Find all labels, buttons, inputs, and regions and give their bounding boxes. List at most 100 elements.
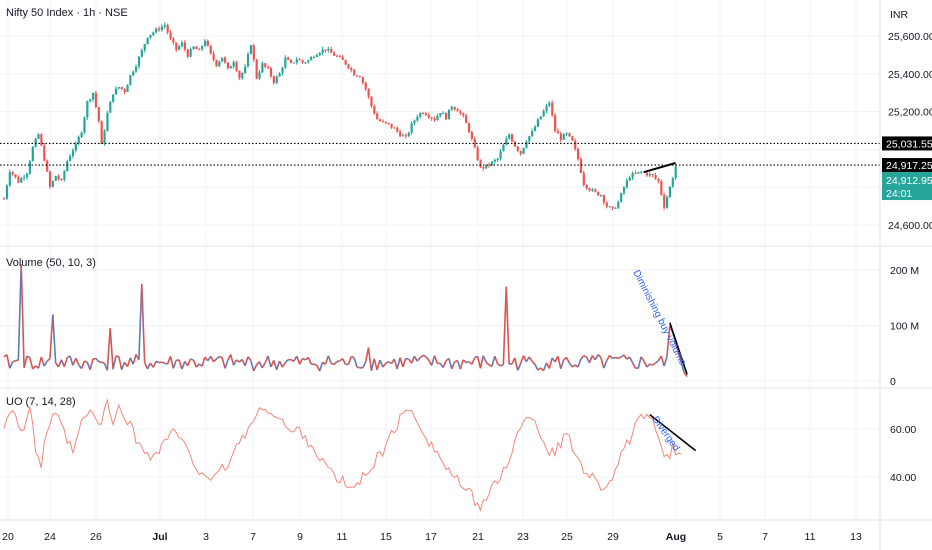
volume-line-segment: [583, 354, 587, 358]
candle-body: [479, 160, 482, 168]
volume-line-segment: [273, 360, 278, 370]
candle-body: [358, 76, 362, 78]
volume-line-segment: [98, 360, 102, 364]
volume-line-segment: [597, 353, 602, 359]
candle-body: [338, 56, 341, 58]
volume-line-segment: [528, 356, 533, 362]
candle-body: [594, 189, 597, 192]
volume-trendline[interactable]: [669, 322, 688, 375]
candle-body: [416, 116, 419, 121]
candle-body: [459, 111, 462, 114]
volume-line-segment: [425, 356, 430, 361]
time-axis[interactable]: 20 24 26 Jul 3 7 9 11 15 17 21 23 25 29 Aug 5 7 11 13: [2, 531, 862, 543]
volume-line-segment: [275, 360, 281, 370]
candle-body: [281, 67, 284, 74]
candle-body: [401, 135, 405, 137]
candle-body: [528, 136, 531, 142]
volume-line-segment: [402, 358, 407, 368]
candle-body: [634, 173, 637, 175]
candle-body: [100, 121, 103, 144]
candle-body: [301, 60, 304, 63]
currency-label[interactable]: INR: [890, 9, 909, 21]
volume-line-segment: [235, 359, 240, 363]
uo-pane[interactable]: [3, 398, 697, 512]
volume-line-segment: [302, 357, 306, 361]
candle-body: [298, 59, 301, 61]
uo-trendline[interactable]: [649, 413, 697, 452]
time-tick-label: 7: [250, 531, 256, 543]
volume-line-segment: [413, 355, 418, 362]
volume-line-segment: [531, 360, 536, 365]
time-tick-label: 29: [607, 531, 619, 543]
volume-line-segment: [37, 356, 43, 369]
volume-line-segment: [181, 361, 186, 370]
volume-line-segment: [347, 356, 353, 365]
candle-body: [292, 62, 296, 64]
candle-body: [258, 72, 261, 79]
volume-line-segment: [244, 356, 249, 366]
candle-body: [143, 44, 146, 51]
volume-line-segment: [29, 357, 34, 370]
price-axis[interactable]: 25,600.00 25,400.00 25,200.00 24,600.00 200 …: [882, 31, 932, 484]
candle-body: [40, 134, 43, 146]
level-tag: [882, 158, 932, 173]
candle-body: [129, 75, 132, 85]
candle-body: [201, 45, 204, 50]
candle-body: [135, 66, 138, 72]
volume-line-segment: [192, 359, 198, 368]
candle-body: [568, 133, 571, 137]
candle-body: [11, 171, 14, 175]
candle-body: [353, 69, 356, 76]
volume-line-segment: [126, 357, 132, 367]
candle-body: [333, 52, 336, 56]
candle-body: [60, 179, 63, 181]
volume-line-segment: [594, 354, 599, 361]
candle-body: [335, 55, 339, 57]
volume-line-segment: [69, 355, 74, 366]
candle-body: [350, 68, 353, 70]
volume-pane[interactable]: [3, 264, 688, 378]
candle-body: [485, 164, 488, 169]
volume-line-segment: [49, 314, 54, 359]
candle-body: [476, 147, 479, 161]
candle-body: [28, 161, 32, 174]
candle-body: [114, 88, 118, 95]
volume-line-segment: [6, 354, 11, 369]
candle-body: [519, 150, 522, 154]
candle-body: [419, 113, 422, 117]
candle-body: [330, 49, 333, 53]
candle-body: [146, 37, 149, 45]
grid: [0, 0, 880, 520]
candle-body: [25, 173, 29, 178]
time-tick-label: 21: [472, 531, 484, 543]
volume-line-segment: [341, 358, 347, 365]
candle-body: [86, 101, 89, 118]
volume-line-segment: [505, 286, 510, 364]
volume-line-segment: [281, 362, 286, 368]
candle-body: [235, 62, 238, 72]
volume-line-segment: [605, 355, 611, 362]
candle-body: [674, 166, 677, 179]
candle-body: [444, 112, 448, 120]
volume-tick-label: 100 M: [890, 321, 919, 333]
candle-body: [508, 134, 511, 139]
candle-body: [574, 140, 577, 149]
price-trendline[interactable]: [643, 162, 676, 174]
volume-line-segment: [201, 356, 206, 367]
volume-line-segment: [32, 365, 37, 370]
price-pane[interactable]: [0, 22, 880, 211]
level-tag-label: 25,031.55: [886, 138, 932, 150]
candle-body: [620, 193, 623, 202]
candle-body: [493, 159, 496, 162]
time-tick-label: 13: [850, 531, 862, 543]
volume-line-segment: [376, 359, 381, 371]
volume-line-segment: [23, 355, 28, 369]
volume-line-segment: [295, 355, 301, 365]
volume-line-segment: [60, 359, 66, 368]
volume-line-segment: [393, 358, 398, 370]
volume-line-segment: [571, 364, 576, 368]
candle-body: [628, 177, 631, 181]
candle-body: [347, 64, 350, 69]
